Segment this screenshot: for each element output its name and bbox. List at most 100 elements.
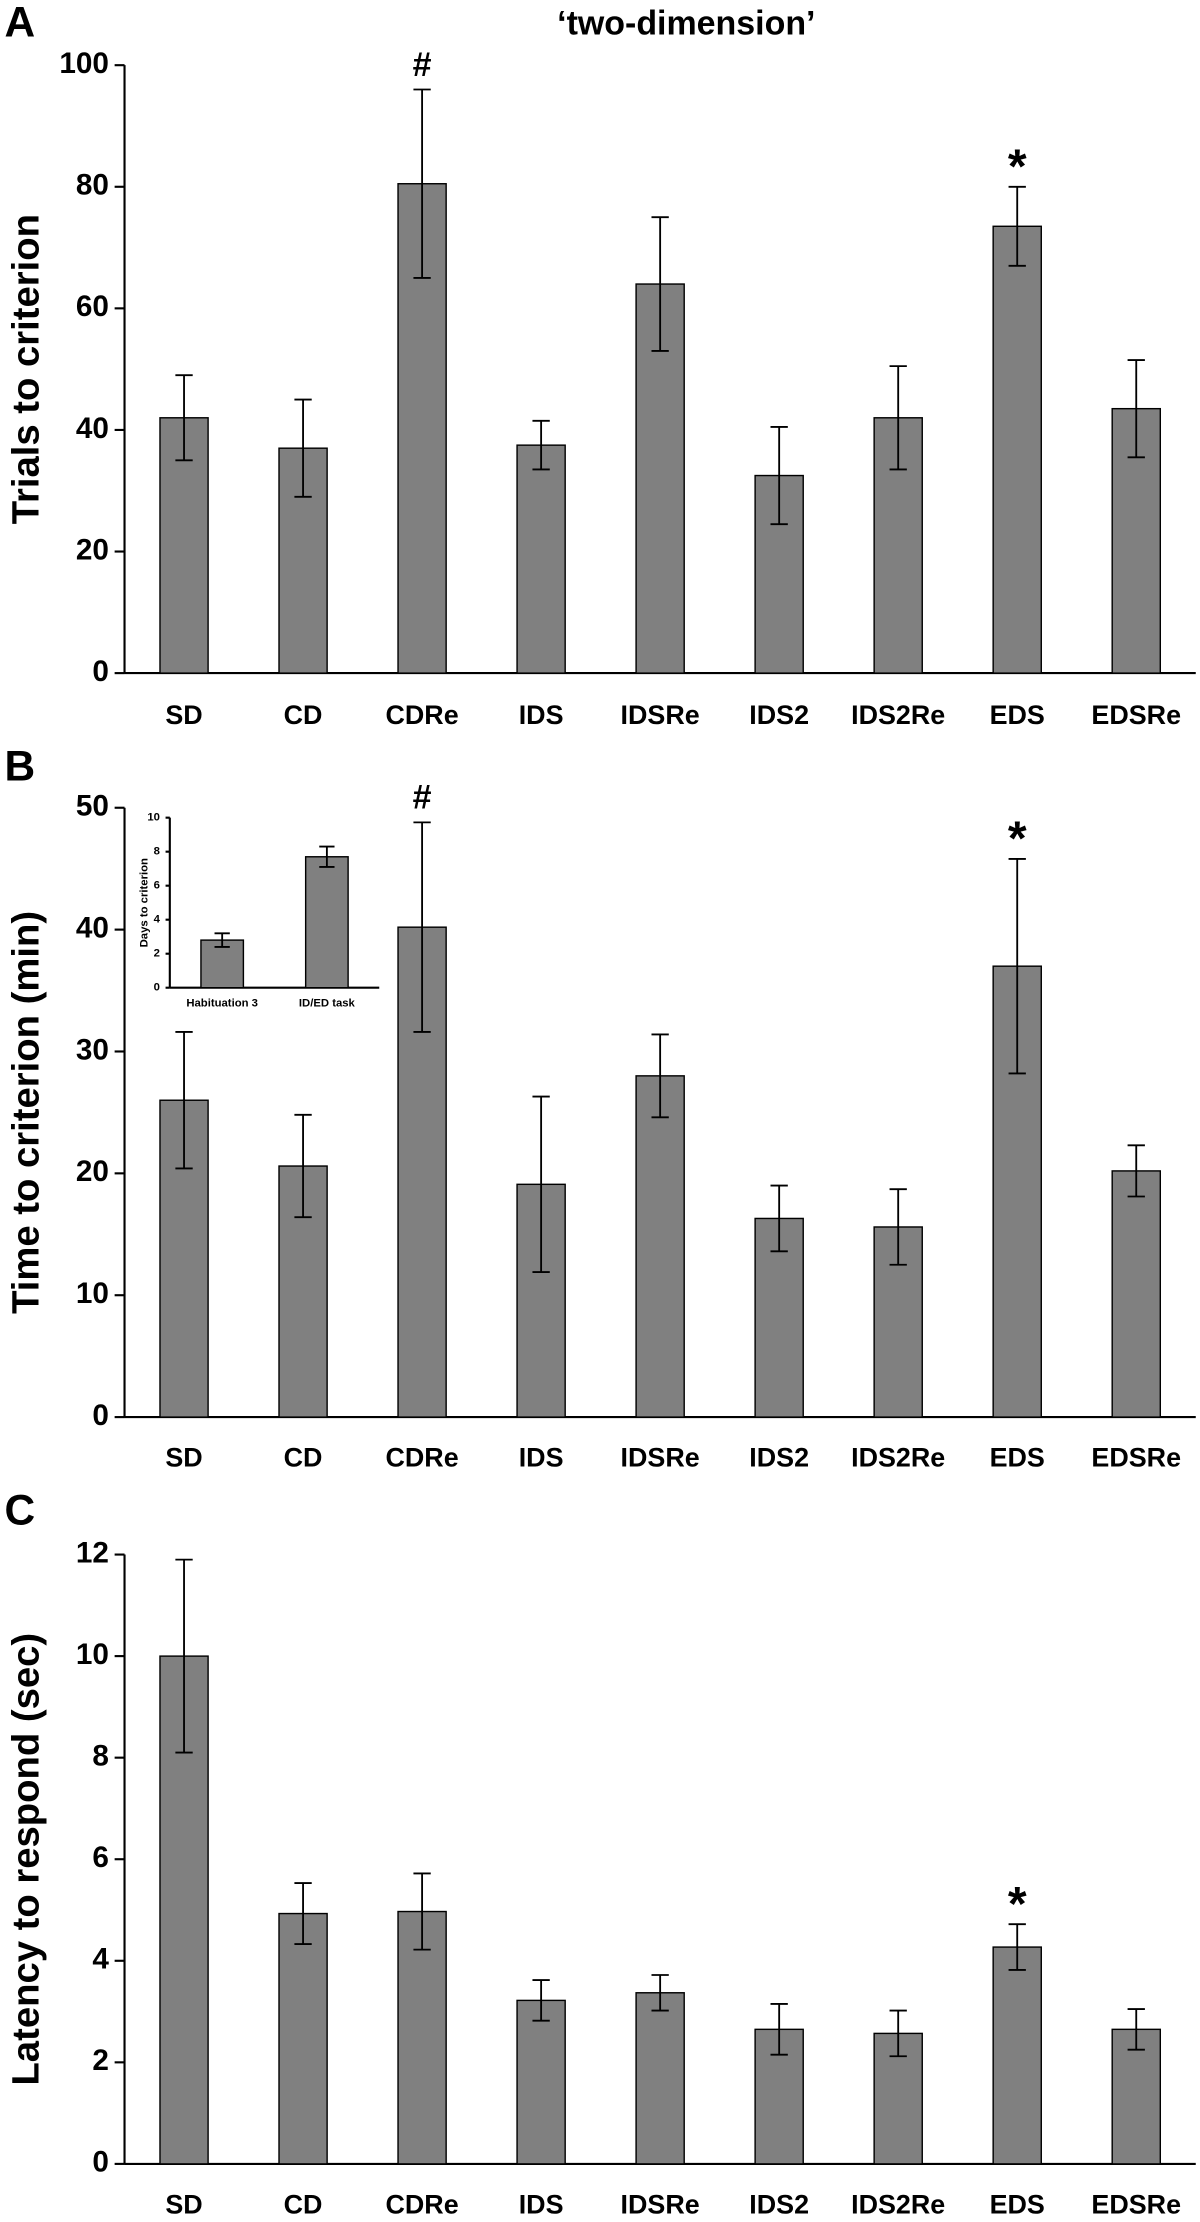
x-tick-label: EDS bbox=[990, 2190, 1045, 2220]
bar bbox=[516, 444, 566, 674]
error-bar bbox=[294, 1113, 312, 1219]
bar bbox=[1111, 2028, 1162, 2165]
x-tick-label: IDSRe bbox=[621, 1443, 700, 1473]
error-bar bbox=[532, 419, 550, 471]
y-tick-label: 50 bbox=[76, 790, 109, 823]
error-bar bbox=[770, 425, 788, 526]
bar bbox=[278, 1912, 328, 2165]
significance-marker: # bbox=[413, 779, 432, 817]
y-tick-label: 12 bbox=[76, 1536, 109, 1569]
error-bar bbox=[889, 1188, 907, 1266]
x-tick-label: IDS2Re bbox=[851, 1443, 945, 1473]
error-bar bbox=[1127, 1144, 1145, 1198]
error-bar bbox=[770, 1184, 788, 1253]
y-tick-label: 80 bbox=[76, 169, 109, 202]
y-tick-label: 0 bbox=[92, 655, 109, 688]
bar bbox=[992, 1946, 1042, 2165]
y-tick-label: 100 bbox=[59, 47, 109, 80]
y-tick-label: 10 bbox=[147, 812, 160, 824]
x-tick-label: IDSRe bbox=[621, 700, 700, 730]
y-tick-label: 0 bbox=[92, 1399, 109, 1432]
y-axis-label: Time to criterion (min) bbox=[4, 911, 47, 1314]
significance-marker: # bbox=[413, 46, 432, 84]
panel-label: A bbox=[4, 0, 35, 47]
panel-label: B bbox=[4, 744, 35, 791]
bar bbox=[635, 283, 685, 674]
y-tick-label: 40 bbox=[76, 412, 109, 445]
x-tick-label: ID/ED task bbox=[299, 997, 356, 1009]
error-bar bbox=[651, 1033, 669, 1119]
significance-marker: * bbox=[1008, 812, 1027, 866]
error-bar bbox=[413, 1872, 431, 1951]
bar bbox=[992, 225, 1042, 674]
y-tick-label: 2 bbox=[92, 2044, 109, 2077]
y-tick-label: 8 bbox=[154, 846, 160, 858]
error-bar bbox=[175, 374, 193, 462]
panel-label: C bbox=[4, 1488, 35, 1535]
x-tick-label: EDS bbox=[990, 700, 1045, 730]
error-bar bbox=[1008, 858, 1026, 1075]
error-bar bbox=[294, 398, 312, 498]
x-tick-label: EDS bbox=[990, 1443, 1045, 1473]
y-tick-label: 40 bbox=[76, 911, 109, 944]
bar bbox=[635, 1992, 685, 2165]
x-tick-label: IDS2 bbox=[749, 2190, 809, 2220]
error-bar bbox=[214, 932, 230, 948]
x-tick-label: Habituation 3 bbox=[186, 997, 258, 1009]
error-bar bbox=[413, 88, 431, 279]
x-tick-label: EDSRe bbox=[1091, 1443, 1181, 1473]
error-bar bbox=[413, 821, 431, 1033]
error-bar bbox=[1008, 1923, 1026, 1971]
y-tick-label: 0 bbox=[154, 982, 160, 994]
bar bbox=[159, 1655, 209, 2165]
significance-marker: * bbox=[1008, 1877, 1027, 1931]
x-tick-label: CD bbox=[284, 1443, 323, 1473]
error-bar bbox=[319, 845, 335, 868]
x-tick-label: SD bbox=[165, 1443, 202, 1473]
x-tick-label: IDS2Re bbox=[851, 2190, 945, 2220]
x-tick-label: SD bbox=[165, 2190, 202, 2220]
x-tick-label: IDS bbox=[519, 1443, 564, 1473]
error-bar bbox=[651, 216, 669, 352]
x-tick-label: IDS bbox=[519, 2190, 564, 2220]
x-tick-label: IDSRe bbox=[621, 2190, 700, 2220]
bar bbox=[635, 1075, 685, 1418]
error-bar bbox=[889, 365, 907, 471]
bar bbox=[754, 474, 804, 674]
x-tick-label: SD bbox=[165, 700, 202, 730]
error-bar bbox=[651, 1974, 669, 2012]
x-tick-label: IDS2 bbox=[749, 1443, 809, 1473]
significance-marker: * bbox=[1008, 139, 1027, 193]
x-tick-label: EDSRe bbox=[1091, 2190, 1181, 2220]
x-tick-label: CDRe bbox=[386, 2190, 459, 2220]
y-tick-label: 10 bbox=[76, 1277, 109, 1310]
error-bar bbox=[532, 1979, 550, 2022]
bar bbox=[754, 2028, 804, 2165]
x-tick-label: CDRe bbox=[386, 1443, 459, 1473]
y-tick-label: 6 bbox=[154, 880, 160, 892]
bar bbox=[1111, 1170, 1162, 1418]
x-tick-label: IDS bbox=[519, 700, 564, 730]
y-tick-label: 20 bbox=[76, 1155, 109, 1188]
y-tick-label: 4 bbox=[92, 1943, 109, 1976]
error-bar bbox=[1008, 185, 1026, 267]
y-tick-label: 30 bbox=[76, 1033, 109, 1066]
x-tick-label: IDS2Re bbox=[851, 700, 945, 730]
error-bar bbox=[1127, 359, 1145, 459]
x-tick-label: CDRe bbox=[386, 700, 459, 730]
chart-title: ‘two-dimension’ bbox=[557, 4, 815, 42]
bar bbox=[397, 1910, 447, 2165]
y-tick-label: 8 bbox=[92, 1740, 109, 1773]
error-bar bbox=[175, 1031, 193, 1170]
x-tick-label: EDSRe bbox=[1091, 700, 1181, 730]
y-axis-label: Days to criterion bbox=[138, 858, 150, 947]
bar bbox=[516, 1999, 566, 2165]
y-tick-label: 20 bbox=[76, 533, 109, 566]
y-tick-label: 2 bbox=[154, 948, 160, 960]
y-tick-label: 4 bbox=[154, 914, 161, 926]
error-bar bbox=[1127, 2008, 1145, 2051]
y-tick-label: 6 bbox=[92, 1841, 109, 1874]
y-axis-label: Latency to respond (sec) bbox=[4, 1633, 47, 2086]
x-tick-label: IDS2 bbox=[749, 700, 809, 730]
